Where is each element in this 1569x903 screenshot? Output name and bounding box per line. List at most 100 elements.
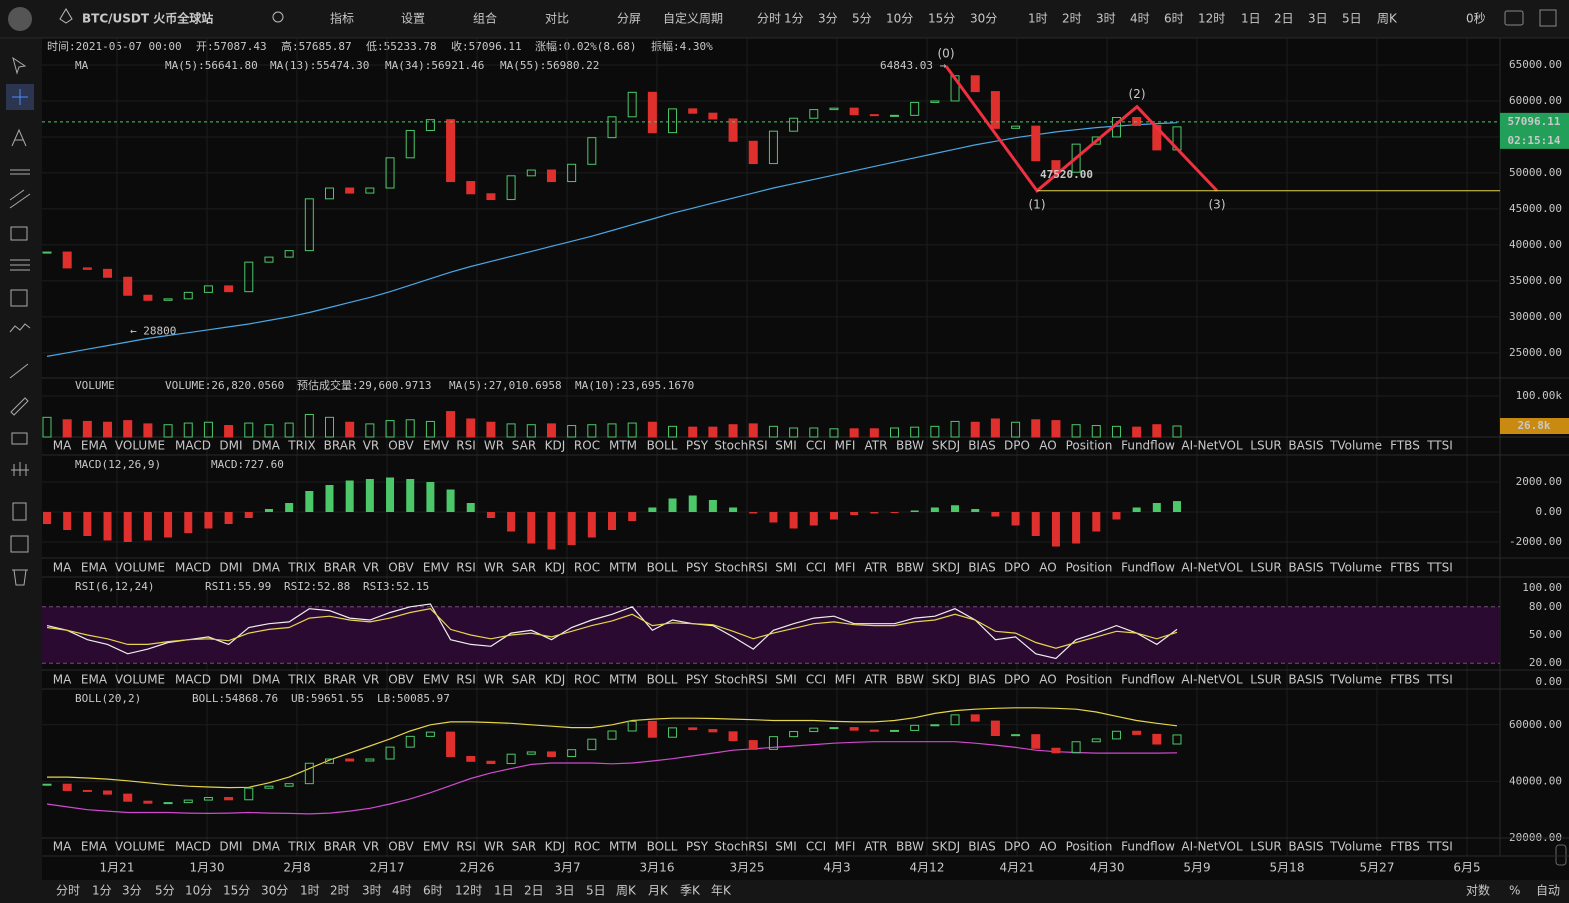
indicator-tab[interactable]: AI-NetVOL [1181,673,1243,687]
indicator-tab[interactable]: WR [484,673,504,687]
indicator-tab[interactable]: MTM [609,673,637,687]
indicator-tab[interactable]: RSI [456,840,476,854]
indicator-tab[interactable]: WR [484,439,504,453]
period-button[interactable]: 6时 [1164,12,1184,26]
indicator-tab[interactable]: FTBS [1390,439,1420,453]
indicator-tab[interactable]: MTM [609,561,637,575]
grid-tool[interactable] [10,289,28,307]
period-button[interactable]: 1日 [1241,12,1261,26]
indicator-tab[interactable]: LSUR [1250,840,1281,854]
indicator-tab[interactable]: DMI [219,673,242,687]
toolbar-button[interactable]: 设置 [401,12,425,26]
indicator-tab[interactable]: EMA [81,561,108,575]
indicator-tab[interactable]: DMI [219,840,242,854]
indicator-tab[interactable]: TRIX [287,840,315,854]
indicator-tab[interactable]: DPO [1004,561,1030,575]
indicator-tab[interactable]: BOLL [647,840,678,854]
indicator-tab[interactable]: RSI [456,561,476,575]
indicator-tab[interactable]: StochRSI [714,561,767,575]
indicator-tab[interactable]: MA [53,561,72,575]
indicator-tab[interactable]: DMA [252,439,281,453]
crosshair-tool[interactable] [12,89,28,105]
indicator-tab[interactable]: CCI [806,439,826,453]
edit-tool[interactable] [10,535,29,553]
indicator-tab[interactable]: VR [363,561,380,575]
bottom-period[interactable]: 1时 [300,884,320,898]
indicator-tab[interactable]: TRIX [287,673,315,687]
indicator-tab[interactable]: MACD [175,439,211,453]
indicator-tab[interactable]: PSY [686,840,709,854]
indicator-tab[interactable]: TTSI [1426,439,1453,453]
indicator-tab[interactable]: DMA [252,561,281,575]
period-button[interactable]: 4时 [1130,12,1150,26]
indicator-tab[interactable]: EMV [423,673,450,687]
indicator-tab[interactable]: DMI [219,561,242,575]
indicator-tab[interactable]: FTBS [1390,561,1420,575]
indicator-tab[interactable]: AO [1039,561,1056,575]
period-button[interactable]: 15分 [928,12,955,26]
search-icon[interactable] [272,11,284,23]
pattern-tool[interactable] [10,169,30,175]
indicator-tab[interactable]: BIAS [968,561,996,575]
indicator-tab[interactable]: KDJ [545,673,566,687]
bottom-period[interactable]: 1分 [92,884,112,898]
indicator-tab[interactable]: VOLUME [115,561,165,575]
indicator-tab[interactable]: SAR [512,673,536,687]
bottom-period[interactable]: 2时 [330,884,350,898]
indicator-tab[interactable]: SMI [775,561,797,575]
indicator-tab[interactable]: StochRSI [714,439,767,453]
indicator-tab[interactable]: BASIS [1288,840,1323,854]
indicator-tab[interactable]: EMV [423,439,450,453]
indicator-tab[interactable]: AI-NetVOL [1181,840,1243,854]
toolbar-button[interactable]: 分屏 [617,12,641,26]
bottom-period[interactable]: 3日 [555,884,575,898]
bookmark-tool[interactable] [12,502,27,521]
custom-period[interactable]: 自定义周期 [663,11,723,26]
indicator-tab[interactable]: EMV [423,561,450,575]
indicator-tab[interactable]: BBW [896,561,924,575]
indicator-tab[interactable]: CCI [806,673,826,687]
indicator-tab[interactable]: VR [363,840,380,854]
screenshot-icon[interactable] [1504,10,1524,26]
indicator-tab[interactable]: SMI [775,840,797,854]
indicator-tab[interactable]: KDJ [545,439,566,453]
fib-tool[interactable] [10,259,30,271]
period-button[interactable]: 3日 [1308,12,1328,26]
period-button[interactable]: 5分 [852,12,872,26]
indicator-tab[interactable]: Position [1066,840,1113,854]
delete-tool[interactable] [12,569,28,586]
indicator-tab[interactable]: BOLL [647,673,678,687]
indicator-tab[interactable]: BRAR [324,561,357,575]
indicator-tab[interactable]: TVolume [1329,840,1382,854]
period-button[interactable]: 2日 [1274,12,1294,26]
indicator-tab[interactable]: BIAS [968,673,996,687]
indicator-tab[interactable]: DPO [1004,673,1030,687]
indicator-tab[interactable]: MTM [609,840,637,854]
indicator-tab[interactable]: VOLUME [115,439,165,453]
indicator-tab[interactable]: ATR [865,439,888,453]
indicator-tab[interactable]: EMA [81,439,108,453]
indicator-tab[interactable]: MA [53,673,72,687]
indicator-tab[interactable]: BBW [896,673,924,687]
indicator-tab[interactable]: KDJ [545,561,566,575]
indicator-tab[interactable]: SKDJ [932,561,960,575]
indicator-tab[interactable]: StochRSI [714,673,767,687]
bottom-period[interactable]: 4时 [392,884,412,898]
indicator-tab[interactable]: Position [1066,439,1113,453]
indicator-tab[interactable]: OBV [388,840,414,854]
logo[interactable] [8,7,32,31]
indicator-tab[interactable]: FTBS [1390,840,1420,854]
indicator-tab[interactable]: MTM [609,439,637,453]
indicator-tab[interactable]: DPO [1004,439,1030,453]
indicator-tab[interactable]: MACD [175,673,211,687]
period-button[interactable]: 2时 [1062,12,1082,26]
indicator-tool[interactable] [11,462,29,476]
indicator-tab[interactable]: AI-NetVOL [1181,439,1243,453]
indicator-tab[interactable]: BIAS [968,439,996,453]
indicator-tab[interactable]: WR [484,561,504,575]
indicator-tab[interactable]: SMI [775,673,797,687]
indicator-tab[interactable]: MACD [175,561,211,575]
bottom-period[interactable]: 12时 [455,884,482,898]
bottom-period[interactable]: 6时 [423,884,443,898]
indicator-tab[interactable]: ATR [865,673,888,687]
